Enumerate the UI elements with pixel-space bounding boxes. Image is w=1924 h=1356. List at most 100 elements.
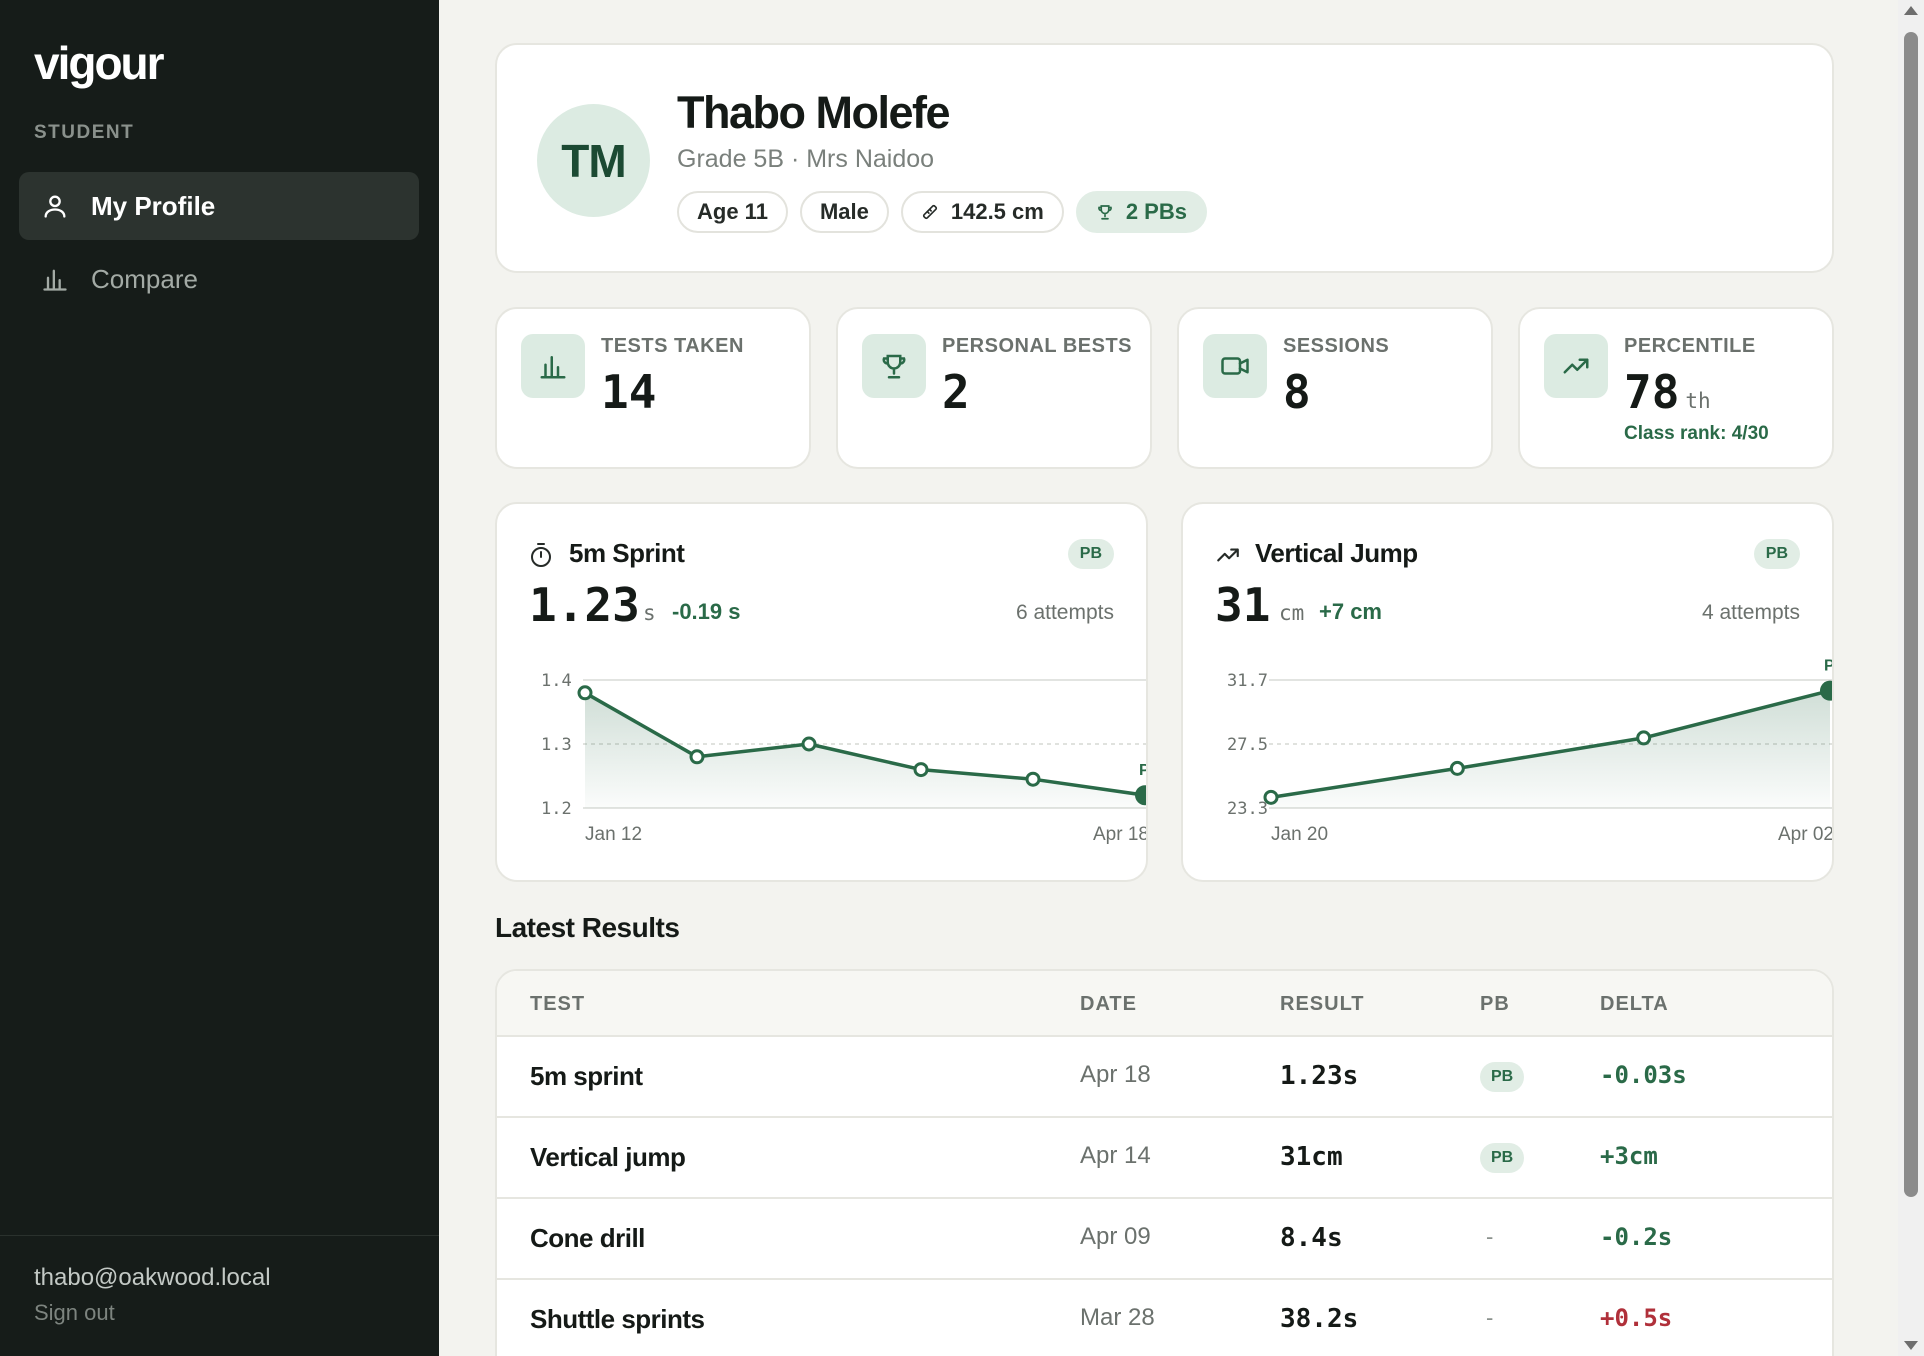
chart-unit: s	[643, 601, 656, 625]
pb-point	[1135, 785, 1146, 806]
pb-badge: PB	[1480, 1062, 1525, 1092]
data-point	[1263, 789, 1279, 805]
chart-delta: +7 cm	[1319, 599, 1382, 624]
nav-item-compare[interactable]: Compare	[19, 245, 419, 313]
chart-delta: -0.19 s	[672, 599, 741, 624]
pb-point	[1820, 680, 1832, 701]
stat-label: PERSONAL BESTS	[942, 335, 1132, 357]
table-row[interactable]: Shuttle sprints Mar 28 38.2s - +0.5s	[497, 1280, 1832, 1356]
pb-point-label: P	[1824, 658, 1834, 675]
app-logo[interactable]: vigour	[34, 37, 165, 89]
trend-up-icon	[1544, 334, 1608, 398]
stopwatch-icon	[531, 543, 551, 567]
ruler-icon	[922, 204, 937, 220]
x-tick-label: Jan 20	[1271, 824, 1328, 845]
stat-label: TESTS TAKEN	[601, 335, 744, 357]
chart-title: 5m Sprint	[569, 538, 685, 568]
stat-value: 8	[1283, 365, 1311, 419]
data-point	[689, 749, 705, 765]
chart-unit: cm	[1279, 601, 1305, 625]
age-chip: Age 11	[677, 191, 788, 233]
x-tick-label: Apr 18	[1093, 824, 1148, 845]
x-tick-label: Jan 12	[585, 824, 642, 845]
stat-label: PERCENTILE	[1624, 335, 1756, 357]
cell-result: 1.23s	[1280, 1061, 1359, 1091]
nav-label-compare: Compare	[91, 263, 198, 294]
col-test[interactable]: TEST	[530, 993, 586, 1015]
student-class: Grade 5B · Mrs Naidoo	[677, 145, 935, 173]
table-row[interactable]: Cone drill Apr 09 8.4s - -0.2s	[497, 1199, 1832, 1280]
scroll-up-arrow-icon[interactable]	[1904, 6, 1918, 15]
cell-date: Apr 09	[1080, 1223, 1151, 1250]
series-line	[1270, 688, 1831, 800]
gender-chip: Male	[799, 191, 889, 233]
profile-card: TM Thabo Molefe Grade 5B · Mrs Naidoo Ag…	[495, 43, 1834, 273]
nav-label-my-profile: My Profile	[91, 190, 216, 221]
role-label: STUDENT	[34, 122, 135, 143]
height-chip-label: 142.5 cm	[950, 199, 1044, 224]
table-row[interactable]: Vertical jump Apr 14 31cm PB +3cm	[497, 1118, 1832, 1199]
nav-item-my-profile[interactable]: My Profile	[19, 172, 419, 240]
bar-chart-icon	[43, 269, 67, 291]
height-chip: 142.5 cm	[900, 191, 1064, 233]
chart-card-sprint[interactable]: 5m Sprint PB 1.23 s -0.19 s 6 attempts 1…	[495, 502, 1148, 882]
cell-result: 31cm	[1280, 1142, 1343, 1172]
cell-delta: +0.5s	[1600, 1304, 1673, 1332]
sign-out-link[interactable]: Sign out	[34, 1300, 115, 1325]
pb-badge: PB	[1067, 539, 1114, 569]
stat-card-sessions: SESSIONS 8	[1177, 307, 1493, 469]
cell-result: 38.2s	[1280, 1304, 1359, 1334]
cell-test: Shuttle sprints	[530, 1304, 705, 1334]
stat-card-tests-taken: TESTS TAKEN 14	[495, 307, 811, 469]
cell-date: Apr 18	[1080, 1061, 1151, 1088]
cell-test: Cone drill	[530, 1223, 645, 1253]
trophy-icon	[862, 334, 926, 398]
student-name: Thabo Molefe	[677, 87, 951, 138]
scroll-down-arrow-icon[interactable]	[1904, 1341, 1918, 1350]
profile-chips: Age 11 Male 142.5 cm 2 PBs	[677, 191, 1207, 233]
table-row[interactable]: 5m sprint Apr 18 1.23s PB -0.03s	[497, 1037, 1832, 1118]
user-icon	[44, 195, 66, 218]
cell-result: 8.4s	[1280, 1223, 1343, 1253]
col-delta[interactable]: DELTA	[1600, 993, 1669, 1015]
data-point	[1636, 730, 1652, 746]
chart-card-jump[interactable]: Vertical Jump PB 31 cm +7 cm 4 attempts …	[1181, 502, 1834, 882]
percentile-suffix: th	[1685, 389, 1711, 413]
pb-point-label: P	[1139, 762, 1148, 779]
cell-test: Vertical jump	[530, 1142, 686, 1172]
scrollbar-thumb[interactable]	[1904, 32, 1918, 1197]
data-point	[1449, 760, 1465, 776]
pb-none: -	[1486, 1224, 1494, 1249]
cell-delta: +3cm	[1600, 1142, 1658, 1170]
col-result[interactable]: RESULT	[1280, 993, 1365, 1015]
col-date[interactable]: DATE	[1080, 993, 1137, 1015]
pb-badge: PB	[1753, 539, 1800, 569]
percentile-value: 78	[1624, 365, 1680, 419]
y-tick-label: 31.7	[1227, 671, 1268, 691]
bar-chart-icon	[521, 334, 585, 398]
chart-value: 31	[1215, 578, 1271, 632]
cell-pb: PB	[1480, 1143, 1525, 1173]
cell-pb: PB	[1480, 1062, 1525, 1092]
pbs-chip-label: 2 PBs	[1125, 199, 1187, 224]
cell-delta: -0.2s	[1600, 1223, 1673, 1251]
cell-delta: -0.03s	[1600, 1061, 1687, 1089]
series-area	[1271, 690, 1830, 808]
results-table: TEST DATE RESULT PB DELTA 5m sprint Apr …	[495, 969, 1834, 1356]
x-tick-label: Apr 02	[1778, 824, 1834, 845]
page-scrollbar[interactable]	[1898, 0, 1924, 1356]
cell-pb: -	[1480, 1305, 1493, 1331]
pb-none: -	[1486, 1305, 1494, 1330]
table-header: TEST DATE RESULT PB DELTA	[497, 971, 1832, 1037]
y-tick-label: 1.2	[541, 799, 572, 819]
pbs-chip: 2 PBs	[1075, 191, 1207, 233]
chart-title: Vertical Jump	[1255, 538, 1418, 568]
cell-date: Mar 28	[1080, 1304, 1155, 1331]
class-rank: Class rank: 4/30	[1624, 423, 1769, 444]
cell-test: 5m sprint	[530, 1061, 643, 1091]
pb-badge: PB	[1480, 1143, 1525, 1173]
data-point	[801, 736, 817, 752]
col-pb[interactable]: PB	[1480, 993, 1510, 1015]
user-email: thabo@oakwood.local	[34, 1264, 271, 1291]
